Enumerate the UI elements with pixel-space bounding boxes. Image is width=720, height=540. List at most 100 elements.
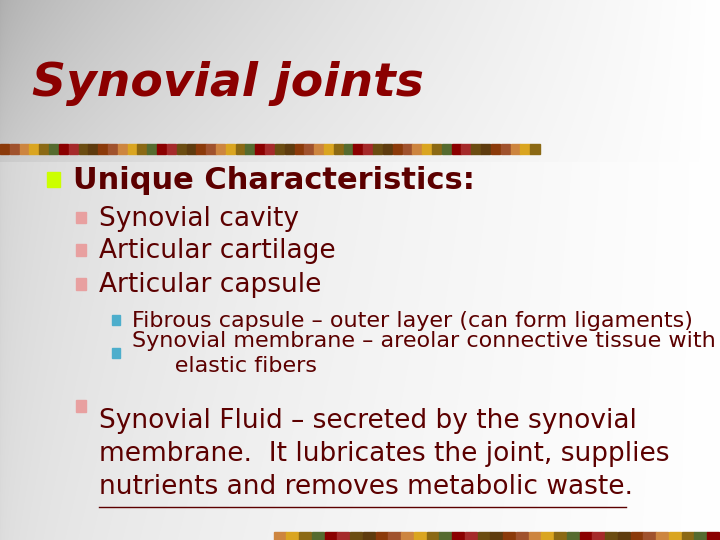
Bar — [76, 400, 86, 411]
Bar — [350, 532, 362, 540]
Text: Synovial joints: Synovial joints — [32, 61, 424, 106]
Bar — [216, 144, 225, 154]
Bar — [76, 212, 86, 224]
Bar — [324, 144, 333, 154]
Bar — [314, 144, 323, 154]
Text: Fibrous capsule – outer layer (can form ligaments): Fibrous capsule – outer layer (can form … — [132, 311, 693, 332]
Bar — [427, 532, 438, 540]
Bar — [644, 532, 656, 540]
Bar — [76, 278, 86, 290]
Bar — [554, 532, 567, 540]
Bar — [274, 532, 286, 540]
Bar — [376, 532, 388, 540]
Bar — [618, 532, 630, 540]
Bar — [422, 144, 431, 154]
Bar — [462, 144, 471, 154]
Bar — [40, 144, 48, 154]
Bar — [452, 532, 464, 540]
Bar — [500, 144, 510, 154]
Bar — [19, 144, 29, 154]
Bar — [669, 532, 681, 540]
Text: Unique Characteristics:: Unique Characteristics: — [73, 166, 475, 195]
Bar — [451, 144, 461, 154]
Bar — [148, 144, 156, 154]
Bar — [334, 144, 343, 154]
Text: Synovial cavity: Synovial cavity — [99, 206, 300, 232]
Bar — [206, 144, 215, 154]
Bar — [541, 532, 554, 540]
Bar — [287, 532, 299, 540]
Bar — [338, 532, 349, 540]
Bar — [695, 532, 706, 540]
Text: Articular capsule: Articular capsule — [99, 272, 322, 298]
Bar — [491, 144, 500, 154]
Bar — [89, 144, 98, 154]
Bar — [521, 144, 530, 154]
Bar — [176, 144, 186, 154]
Bar — [112, 348, 120, 357]
Bar — [432, 144, 441, 154]
Bar — [388, 532, 400, 540]
Bar — [49, 144, 58, 154]
Bar — [392, 144, 402, 154]
Bar — [593, 532, 605, 540]
Bar — [530, 144, 539, 154]
Text: Synovial membrane – areolar connective tissue with
      elastic fibers: Synovial membrane – areolar connective t… — [132, 332, 716, 376]
Bar — [364, 144, 373, 154]
Bar — [299, 532, 311, 540]
Bar — [707, 532, 719, 540]
Bar — [682, 532, 694, 540]
Bar — [472, 144, 481, 154]
Bar — [235, 144, 245, 154]
Bar — [226, 144, 235, 154]
Bar — [631, 532, 643, 540]
Bar — [186, 144, 196, 154]
Bar — [98, 144, 107, 154]
Bar — [510, 144, 520, 154]
Bar — [354, 144, 363, 154]
Bar — [246, 144, 255, 154]
Bar — [465, 532, 477, 540]
Bar — [490, 532, 503, 540]
Bar — [528, 532, 541, 540]
Bar — [373, 144, 382, 154]
Bar — [442, 144, 451, 154]
Bar — [167, 144, 176, 154]
Bar — [78, 144, 88, 154]
Text: Articular cartilage: Articular cartilage — [99, 238, 336, 264]
Bar — [606, 532, 617, 540]
Bar — [503, 532, 516, 540]
Bar — [118, 144, 127, 154]
Bar — [567, 532, 579, 540]
Bar — [68, 144, 78, 154]
Bar — [265, 144, 274, 154]
Bar — [656, 532, 668, 540]
Bar — [312, 532, 324, 540]
Bar — [138, 144, 147, 154]
Bar — [256, 144, 265, 154]
Bar — [325, 532, 337, 540]
Bar — [305, 144, 314, 154]
Bar — [439, 532, 451, 540]
Bar — [294, 144, 304, 154]
Bar — [413, 144, 422, 154]
Bar — [481, 144, 490, 154]
Bar — [30, 144, 39, 154]
Bar — [343, 144, 353, 154]
Bar — [10, 144, 19, 154]
Bar — [275, 144, 284, 154]
Bar — [401, 532, 413, 540]
Bar — [363, 532, 375, 540]
Bar — [76, 244, 86, 256]
Bar — [108, 144, 117, 154]
Bar — [383, 144, 392, 154]
Bar — [516, 532, 528, 540]
Bar — [580, 532, 592, 540]
Bar — [477, 532, 490, 540]
Bar — [59, 144, 68, 154]
Bar — [127, 144, 137, 154]
Bar — [197, 144, 206, 154]
Text: Synovial Fluid – secreted by the synovial
membrane.  It lubricates the joint, su: Synovial Fluid – secreted by the synovia… — [99, 408, 670, 500]
Bar — [402, 144, 412, 154]
Bar — [112, 315, 120, 325]
